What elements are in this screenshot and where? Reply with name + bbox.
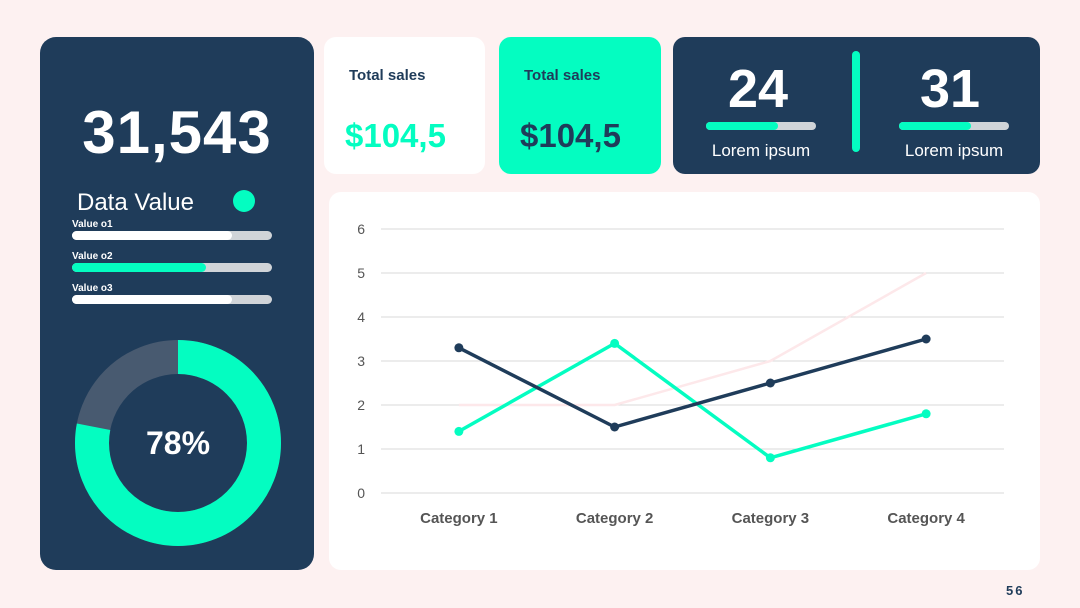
y-tick-label: 4 (357, 309, 365, 325)
line-chart: 0 1 2 3 4 5 6 Category 1 Category 2 Category 3 Cat… (357, 221, 1004, 527)
value-bar-label: Value o3 (72, 283, 113, 294)
y-tick-label: 1 (357, 441, 365, 457)
kpi-bar-track (899, 122, 1009, 130)
data-value-label: Data Value (77, 189, 194, 216)
y-tick-label: 0 (357, 485, 365, 501)
summary-panel: 31,543 Data Value Value o1 Value o2 Valu… (40, 37, 314, 570)
donut-svg: 78% (75, 340, 281, 546)
card-title: Total sales (349, 67, 426, 84)
value-bar-track (72, 231, 272, 240)
y-tick-label: 2 (357, 397, 365, 413)
data-point (921, 334, 931, 344)
kpi-bar-fill (706, 122, 778, 130)
card-value: $104,5 (345, 117, 446, 154)
x-tick-label: Category 3 (732, 510, 810, 527)
total-sales-card-highlight: Total sales $104,5 (499, 37, 661, 174)
value-bar-label: Value o1 (72, 219, 113, 230)
card-value: $104,5 (520, 117, 621, 154)
series-line (458, 337, 927, 429)
card-title: Total sales (524, 67, 601, 84)
kpi-number: 24 (727, 59, 789, 119)
status-dot-icon (233, 190, 255, 212)
series-line (458, 271, 927, 407)
data-point (454, 426, 464, 436)
data-point (454, 343, 464, 353)
kpi-bar-track (706, 122, 816, 130)
donut-percent-label: 78% (146, 425, 210, 461)
x-tick-label: Category 4 (887, 510, 965, 527)
kpi-label: Lorem ipsum (904, 141, 1004, 160)
page-number: 56 (1006, 583, 1025, 598)
data-point (610, 422, 620, 432)
total-sales-card: Total sales $104,5 (324, 37, 485, 174)
kpi-bar-fill (899, 122, 971, 130)
donut-chart: 78% (72, 337, 284, 549)
value-bar-track (72, 263, 272, 272)
data-point (765, 378, 775, 388)
y-tick-label: 6 (357, 221, 365, 237)
donut-arc (75, 340, 281, 546)
kpi-label: Lorem ipsum (711, 141, 811, 160)
data-point (610, 338, 620, 348)
data-point (921, 409, 931, 419)
value-bar-fill (72, 231, 232, 240)
value-bar-label: Value o2 (72, 251, 113, 262)
y-tick-label: 3 (357, 353, 365, 369)
x-tick-label: Category 1 (420, 510, 498, 527)
value-bar-track (72, 295, 272, 304)
value-bar-fill (72, 263, 206, 272)
data-point (765, 453, 775, 463)
y-tick-label: 5 (357, 265, 365, 281)
big-number: 31,543 (82, 99, 272, 166)
kpi-divider (852, 51, 860, 152)
line-chart-panel: 0 1 2 3 4 5 6 Category 1 Category 2 Category 3 Cat… (329, 192, 1040, 570)
value-bar-fill (72, 295, 232, 304)
x-tick-label: Category 2 (576, 510, 654, 527)
kpi-number: 31 (919, 59, 981, 119)
